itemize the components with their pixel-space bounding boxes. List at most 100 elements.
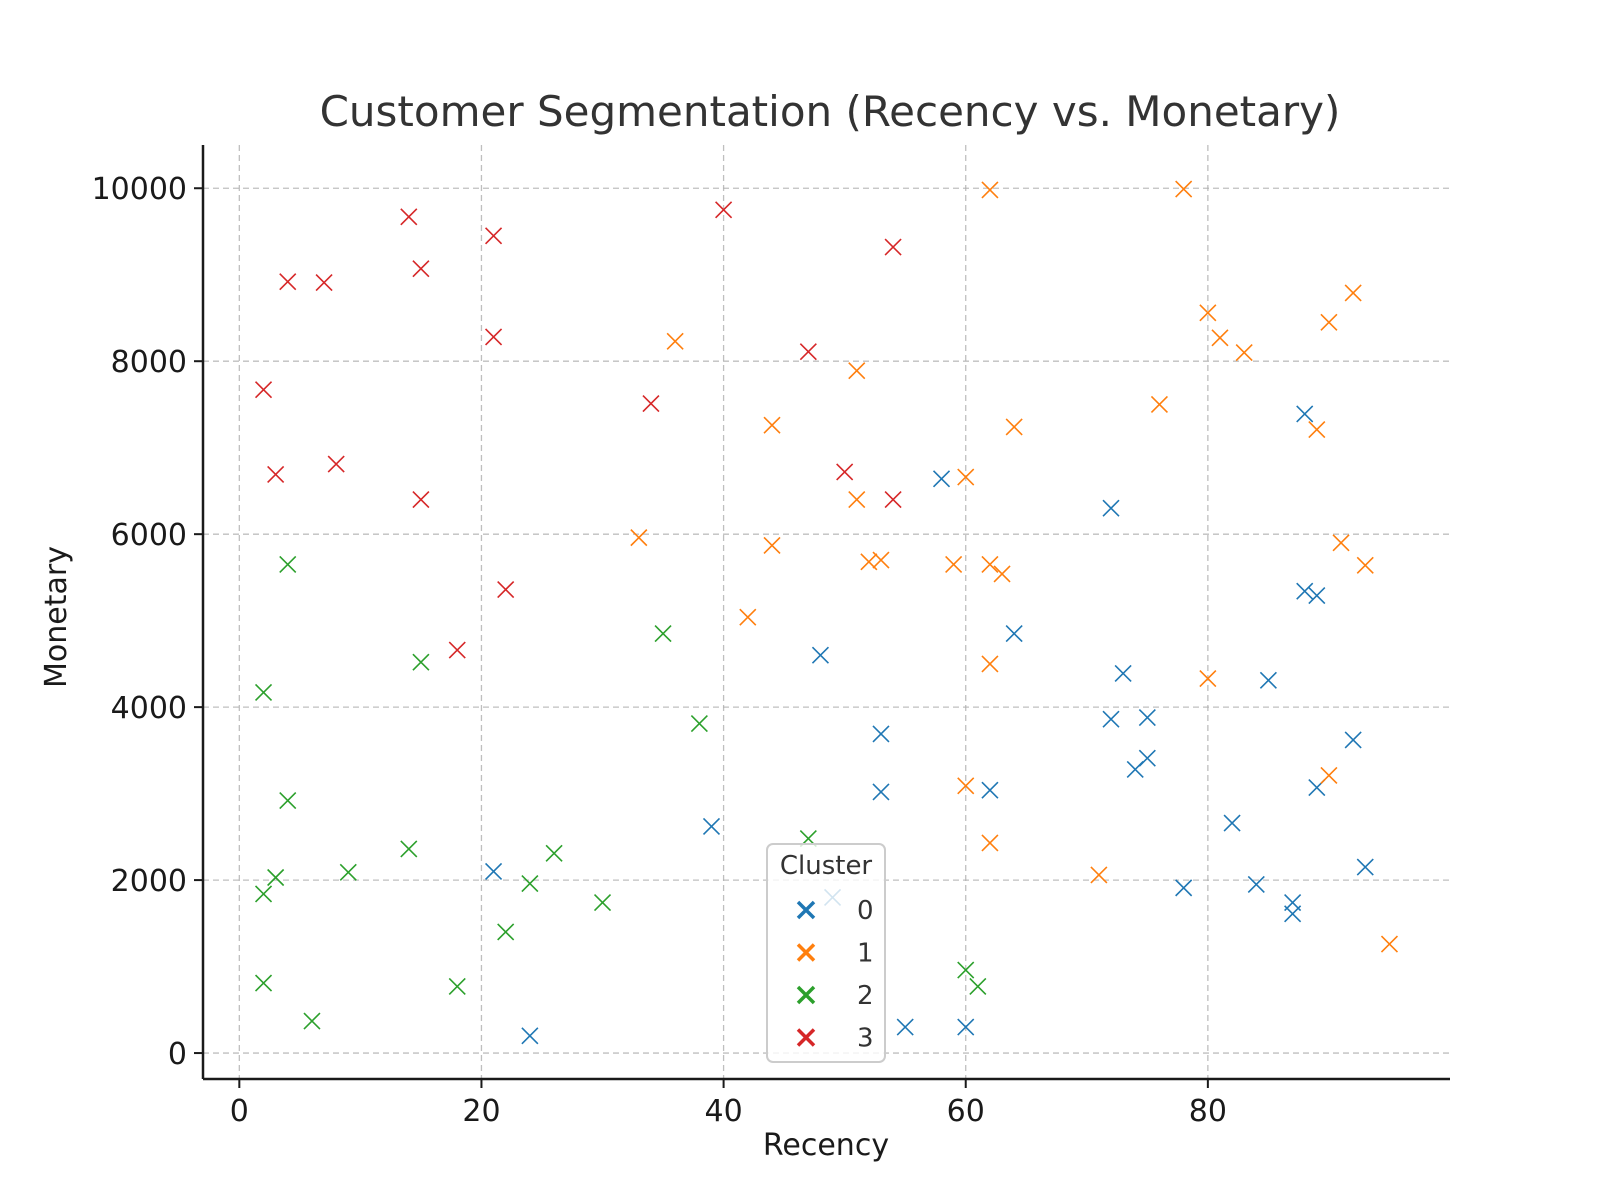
legend-item-cluster-1: 1 (796, 939, 874, 969)
data-point-cluster-1 (981, 555, 999, 574)
data-point-cluster-2 (267, 868, 285, 887)
data-point-cluster-0 (1247, 875, 1265, 893)
data-point-cluster-0 (1138, 708, 1156, 727)
data-point-cluster-0 (484, 862, 503, 881)
data-point-cluster-2 (279, 791, 297, 810)
data-point-cluster-1 (981, 834, 999, 852)
legend-marker (796, 900, 816, 920)
data-point-cluster-2 (593, 894, 612, 912)
data-point-cluster-2 (690, 714, 708, 733)
data-points (254, 180, 1399, 1045)
data-point-cluster-1 (1308, 420, 1326, 439)
y-axis-label: Monetary (39, 546, 74, 688)
data-point-cluster-1 (1199, 670, 1217, 688)
data-point-cluster-2 (400, 840, 418, 858)
data-point-cluster-0 (1344, 731, 1362, 749)
data-point-cluster-2 (497, 923, 515, 941)
legend-marker (796, 985, 816, 1005)
chart-title: Customer Segmentation (Recency vs. Monet… (320, 87, 1341, 136)
data-point-cluster-0 (1296, 405, 1314, 423)
data-point-cluster-1 (630, 529, 648, 547)
data-point-cluster-3 (448, 641, 466, 659)
data-point-cluster-1 (1320, 766, 1338, 785)
data-point-cluster-0 (521, 1027, 539, 1045)
y-tick-label: 8000 (111, 345, 187, 380)
data-point-cluster-3 (315, 273, 333, 292)
legend: Cluster 0 1 2 3 (766, 843, 886, 1063)
data-point-cluster-3 (267, 465, 285, 484)
data-point-cluster-0 (1259, 671, 1277, 689)
data-point-cluster-1 (1175, 180, 1193, 198)
data-point-cluster-2 (448, 977, 466, 996)
y-ticks: 0 2000 4000 6000 8000 10000 (92, 172, 203, 1072)
data-point-cluster-0 (1284, 905, 1302, 923)
data-point-cluster-2 (254, 974, 273, 992)
data-point-cluster-0 (896, 1018, 914, 1036)
data-point-cluster-0 (1126, 760, 1144, 778)
data-point-cluster-3 (884, 491, 902, 509)
y-tick-label: 0 (168, 1037, 187, 1072)
data-point-cluster-0 (1308, 587, 1326, 605)
legend-marker (796, 943, 816, 962)
data-point-cluster-3 (412, 491, 430, 509)
x-tick-label: 40 (704, 1094, 742, 1129)
data-point-cluster-3 (279, 273, 297, 291)
legend-label: 3 (857, 1024, 874, 1054)
data-point-cluster-1 (1150, 395, 1169, 414)
data-point-cluster-0 (872, 783, 890, 801)
data-point-cluster-1 (1235, 343, 1253, 362)
data-point-cluster-1 (763, 416, 781, 434)
data-point-cluster-2 (545, 844, 563, 862)
series-cluster-3 (254, 201, 902, 659)
y-tick-label: 2000 (111, 864, 187, 899)
data-point-cluster-1 (1380, 935, 1399, 953)
y-tick-label: 4000 (111, 691, 187, 726)
data-point-cluster-1 (1199, 304, 1217, 322)
data-point-cluster-1 (1332, 534, 1350, 552)
data-point-cluster-0 (1102, 710, 1120, 728)
data-point-cluster-1 (739, 608, 757, 626)
data-point-cluster-0 (872, 725, 890, 743)
data-point-cluster-0 (1356, 858, 1374, 876)
data-point-cluster-0 (1005, 625, 1023, 643)
data-point-cluster-3 (715, 201, 733, 219)
data-point-cluster-2 (254, 683, 273, 701)
data-point-cluster-2 (339, 863, 357, 881)
data-point-cluster-0 (957, 1018, 975, 1036)
x-ticks: 0 20 40 60 80 (230, 1079, 1227, 1129)
data-point-cluster-3 (836, 463, 854, 481)
x-tick-label: 0 (230, 1094, 249, 1129)
data-point-cluster-2 (969, 977, 987, 996)
data-point-cluster-3 (400, 208, 418, 226)
data-point-cluster-1 (848, 362, 866, 380)
legend-title: Cluster (780, 851, 873, 881)
data-point-cluster-0 (702, 817, 721, 836)
series-cluster-0 (484, 405, 1374, 1045)
data-point-cluster-1 (763, 536, 781, 554)
data-point-cluster-0 (1102, 499, 1120, 517)
data-point-cluster-2 (412, 653, 430, 671)
data-point-cluster-1 (981, 181, 999, 199)
data-point-cluster-2 (957, 961, 975, 979)
data-point-cluster-0 (981, 781, 999, 799)
data-point-cluster-1 (1090, 866, 1108, 884)
data-point-cluster-3 (642, 395, 660, 413)
data-point-cluster-1 (981, 655, 999, 673)
data-point-cluster-0 (1114, 664, 1132, 682)
y-tick-label: 6000 (111, 518, 187, 553)
series-cluster-1 (630, 180, 1399, 953)
data-point-cluster-1 (1211, 329, 1229, 347)
data-point-cluster-1 (848, 491, 866, 509)
data-point-cluster-1 (957, 468, 975, 486)
axes (201, 145, 1450, 1081)
legend-item-cluster-0: 0 (796, 896, 874, 926)
data-point-cluster-1 (993, 565, 1011, 583)
data-point-cluster-1 (957, 777, 975, 795)
legend-marker (796, 1028, 816, 1047)
x-tick-label: 80 (1189, 1094, 1227, 1129)
legend-items: 0 1 2 3 (796, 896, 874, 1054)
data-point-cluster-2 (279, 555, 297, 574)
legend-label: 0 (857, 896, 874, 926)
data-point-cluster-1 (666, 332, 684, 350)
